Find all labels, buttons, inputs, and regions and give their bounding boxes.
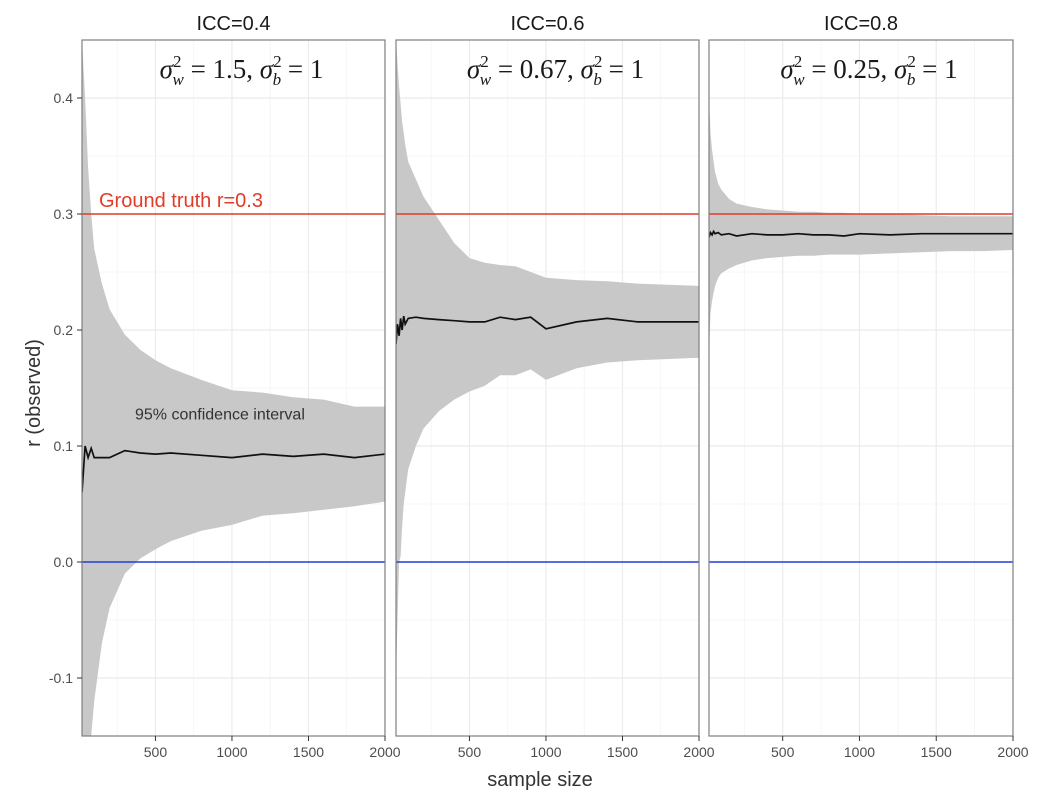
x-tick-label: 500 xyxy=(458,744,482,760)
x-axis-title: sample size xyxy=(487,769,593,791)
mean-line xyxy=(396,315,699,344)
panel-plot xyxy=(396,40,699,678)
confidence-band xyxy=(82,40,385,736)
y-tick-label: 0.0 xyxy=(54,554,74,570)
panel-plot xyxy=(709,98,1013,563)
ground-truth-annotation: Ground truth r=0.3 xyxy=(99,190,263,212)
formula-part: 2 xyxy=(594,52,603,71)
formula-part: σ xyxy=(894,54,909,84)
y-tick-label: -0.1 xyxy=(49,670,73,686)
facet-variance-formula: σ2 w = 0.67, σ2 b = 1 xyxy=(467,52,644,89)
formula-part: σ xyxy=(160,54,175,84)
x-tick-label: 1500 xyxy=(293,744,324,760)
facet-title: ICC=0.8 xyxy=(824,13,898,35)
formula-part: = 1 xyxy=(915,54,957,84)
formula-part: σ xyxy=(780,54,795,84)
formula-part: σ xyxy=(581,54,596,84)
formula-part: σ xyxy=(260,54,275,84)
x-tick-label: 1000 xyxy=(530,744,561,760)
formula-part: 2 xyxy=(907,52,916,71)
x-tick-label: 500 xyxy=(771,744,795,760)
confidence-band xyxy=(396,40,699,678)
x-tick-label: 2000 xyxy=(997,744,1028,760)
panel-border xyxy=(395,39,700,737)
mean-line xyxy=(82,445,385,493)
facets-group: ICC=0.4σ2 w = 1.5, σ2 b = 1500 1000 1500 2000… xyxy=(81,13,1029,760)
panel-plot xyxy=(82,40,385,736)
y-axis-title: r (observed) xyxy=(23,339,45,447)
y-axis: -0.1 0.0 0.1 0.2 0.3 0.4 xyxy=(49,90,82,686)
facet-variance-formula: σ2 w = 1.5, σ2 b = 1 xyxy=(160,52,324,89)
y-tick-label: 0.3 xyxy=(54,206,74,222)
formula-part: b xyxy=(907,70,916,89)
formula-part: b xyxy=(593,70,602,89)
formula-part: = 1 xyxy=(281,54,323,84)
y-tick-label: 0.4 xyxy=(54,90,74,106)
panel-grid xyxy=(709,40,1013,736)
confidence-band xyxy=(709,98,1013,354)
formula-part: = 1.5, xyxy=(184,54,260,84)
facet-variance-formula: σ2 w = 0.25, σ2 b = 1 xyxy=(780,52,957,89)
facet-title: ICC=0.4 xyxy=(197,13,271,35)
formula-part: w xyxy=(480,70,492,89)
formula-part: w xyxy=(793,70,805,89)
x-tick-label: 1500 xyxy=(921,744,952,760)
formula-part: 2 xyxy=(794,52,803,71)
formula-part: 2 xyxy=(480,52,489,71)
formula-part: = 0.25, xyxy=(805,54,894,84)
x-tick-label: 1000 xyxy=(216,744,247,760)
ci-annotation: 95% confidence interval xyxy=(135,406,305,423)
x-tick-label: 2000 xyxy=(369,744,400,760)
formula-part: = 1 xyxy=(602,54,644,84)
facet-panel-1: ICC=0.4σ2 w = 1.5, σ2 b = 1500 1000 1500 2000… xyxy=(81,13,401,760)
formula-part: 2 xyxy=(173,52,182,71)
panel-border xyxy=(81,39,386,737)
formula-part: w xyxy=(172,70,184,89)
x-tick-label: 2000 xyxy=(683,744,714,760)
x-tick-label: 1500 xyxy=(607,744,638,760)
y-tick-label: 0.2 xyxy=(54,322,74,338)
formula-part: = 0.67, xyxy=(491,54,580,84)
facet-panel-3: ICC=0.8σ2 w = 0.25, σ2 b = 1500 1000 1500 200… xyxy=(708,13,1029,760)
y-tick-label: 0.1 xyxy=(54,438,74,454)
facet-panel-2: ICC=0.6σ2 w = 0.67, σ2 b = 1500 1000 1500 200… xyxy=(395,13,715,760)
panel-border xyxy=(708,39,1014,737)
mean-line xyxy=(709,229,1013,238)
facet-title: ICC=0.6 xyxy=(511,13,585,35)
formula-part: σ xyxy=(467,54,482,84)
formula-part: b xyxy=(273,70,282,89)
x-tick-label: 500 xyxy=(144,744,168,760)
x-tick-label: 1000 xyxy=(844,744,875,760)
formula-part: 2 xyxy=(273,52,282,71)
